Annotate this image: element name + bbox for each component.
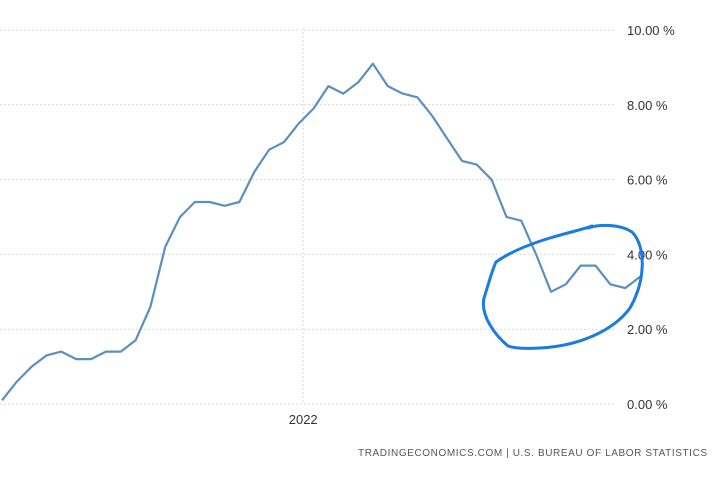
hand-drawn-circle-annotation: [481, 223, 644, 350]
grid-lines: [0, 28, 614, 405]
y-tick-label: 6.00 %: [627, 173, 668, 188]
y-tick-label: 10.00 %: [627, 23, 675, 38]
y-axis-ticks: 0.00 % 2.00 % 4.00 % 6.00 % 8.00 % 10.00 %: [627, 23, 675, 412]
x-tick-label: 2022: [289, 412, 318, 427]
y-tick-label: 2.00 %: [627, 322, 668, 337]
y-tick-label: 4.00 %: [627, 247, 668, 262]
x-axis-ticks: 2022: [289, 412, 318, 427]
y-tick-label: 8.00 %: [627, 98, 668, 113]
y-tick-label: 0.00 %: [627, 397, 668, 412]
source-attribution: TRADINGECONOMICS.COM | U.S. BUREAU OF LA…: [358, 448, 708, 459]
series-points: [1, 63, 641, 401]
series-line: [1, 62, 641, 401]
